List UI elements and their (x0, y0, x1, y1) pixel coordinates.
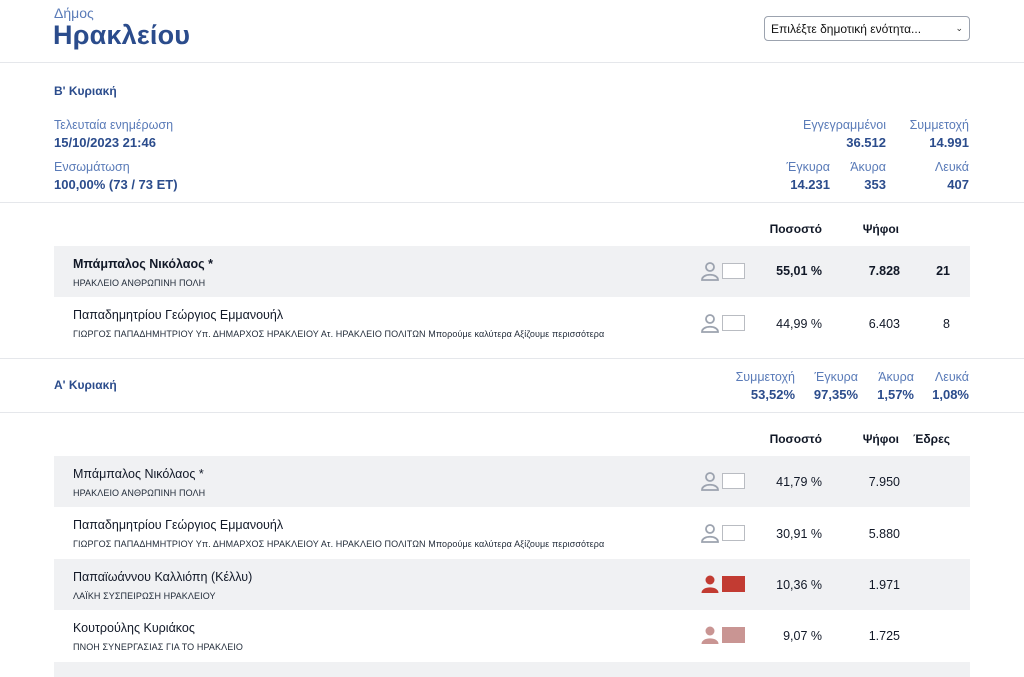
person-icon (701, 314, 719, 333)
r1-blank-value: 1,08% (932, 387, 969, 402)
party-color-swatch (722, 576, 745, 592)
candidate-name: Παπαδημητρίου Γεώργιος Εμμανουήλ (73, 518, 284, 532)
registered-label: Εγγεγραμμένοι (803, 118, 886, 132)
divider (0, 202, 1024, 203)
party-color-swatch (722, 627, 745, 643)
person-icon (701, 575, 719, 593)
table-row[interactable] (54, 662, 970, 677)
person-icon (701, 472, 719, 491)
table-row[interactable]: Μπάμπαλος Νικόλαος * ΗΡΑΚΛΕΙΟ ΑΝΘΡΩΠΙΝΗ … (54, 456, 970, 507)
valid-value: 14.231 (790, 177, 830, 192)
candidate-party: ΗΡΑΚΛΕΙΟ ΑΝΘΡΩΠΙΝΗ ΠΟΛΗ (73, 278, 206, 288)
candidate-party: ΗΡΑΚΛΕΙΟ ΑΝΘΡΩΠΙΝΗ ΠΟΛΗ (73, 488, 206, 498)
person-icon (701, 626, 719, 644)
r1-turnout-label: Συμμετοχή (735, 370, 795, 384)
candidate-percent: 44,99 % (776, 317, 822, 331)
last-update-value: 15/10/2023 21:46 (54, 135, 156, 150)
last-update-label: Τελευταία ενημέρωση (54, 118, 174, 132)
r1-blank-label: Λευκά (934, 370, 969, 384)
column-header-votes: Ψήφοι (862, 432, 899, 446)
table-row[interactable]: Μπάμπαλος Νικόλαος * ΗΡΑΚΛΕΙΟ ΑΝΘΡΩΠΙΝΗ … (54, 246, 970, 297)
municipal-unit-select[interactable]: Επιλέξτε δημοτική ενότητα... ⌄ (764, 16, 970, 41)
r1-turnout-value: 53,52% (750, 387, 795, 402)
column-header-votes: Ψήφοι (862, 222, 899, 236)
party-color-swatch (722, 525, 745, 541)
turnout-value: 14.991 (929, 135, 969, 150)
candidate-votes: 5.880 (868, 527, 900, 541)
column-header-percent: Ποσοστό (769, 432, 822, 446)
candidate-party: ΠΝΟΗ ΣΥΝΕΡΓΑΣΙΑΣ ΓΙΑ ΤΟ ΗΡΑΚΛΕΙΟ (73, 642, 244, 652)
person-icon (701, 262, 719, 281)
r1-invalid-value: 1,57% (877, 387, 914, 402)
candidate-percent: 41,79 % (776, 475, 822, 489)
round1-title: Α' Κυριακή (54, 378, 117, 392)
candidate-percent: 10,36 % (776, 578, 822, 592)
candidate-percent: 30,91 % (776, 527, 822, 541)
turnout-label: Συμμετοχή (909, 118, 969, 132)
column-header-seats: Έδρες (913, 432, 950, 446)
candidate-votes: 1.971 (868, 578, 900, 592)
candidate-name: Παπαϊωάννου Καλλιόπη (Κέλλυ) (73, 570, 253, 584)
candidate-name: Παπαδημητρίου Γεώργιος Εμμανουήλ (73, 308, 284, 322)
candidate-name: Κουτρούλης Κυριάκος (73, 621, 195, 635)
table-row[interactable]: Παπαϊωάννου Καλλιόπη (Κέλλυ) ΛΑΪΚΗ ΣΥΣΠΕ… (54, 559, 970, 610)
candidate-party: ΓΙΩΡΓΟΣ ΠΑΠΑΔΗΜΗΤΡΙΟΥ Υπ. ΔΗΜΑΡΧΟΣ ΗΡΑΚΛ… (73, 539, 605, 549)
divider (0, 62, 1024, 63)
round2-title: Β' Κυριακή (54, 84, 117, 98)
valid-label: Έγκυρα (786, 160, 830, 174)
table-row[interactable]: Παπαδημητρίου Γεώργιος Εμμανουήλ ΓΙΩΡΓΟΣ… (54, 508, 970, 559)
table-row[interactable]: Παπαδημητρίου Γεώργιος Εμμανουήλ ΓΙΩΡΓΟΣ… (54, 298, 970, 349)
candidate-name: Μπάμπαλος Νικόλαος * (73, 257, 213, 271)
candidate-name: Μπάμπαλος Νικόλαος * (73, 467, 204, 481)
page-title: Ηρακλείου (53, 20, 191, 50)
unit-select-placeholder: Επιλέξτε δημοτική ενότητα... (771, 21, 922, 36)
candidate-votes: 1.725 (868, 629, 900, 643)
candidate-votes: 6.403 (868, 317, 900, 331)
divider (0, 358, 1024, 359)
integration-value: 100,00% (73 / 73 ΕΤ) (54, 177, 178, 192)
column-header-percent: Ποσοστό (769, 222, 822, 236)
candidate-seats: 8 (943, 317, 950, 331)
candidate-seats: 21 (936, 264, 950, 278)
invalid-label: Άκυρα (850, 160, 886, 174)
candidate-percent: 9,07 % (783, 629, 822, 643)
divider (0, 412, 1024, 413)
blank-label: Λευκά (934, 160, 969, 174)
r1-valid-label: Έγκυρα (814, 370, 858, 384)
integration-label: Ενσωμάτωση (54, 160, 130, 174)
candidate-votes: 7.828 (868, 264, 900, 278)
candidate-votes: 7.950 (868, 475, 900, 489)
registered-value: 36.512 (846, 135, 886, 150)
party-color-swatch (722, 263, 745, 279)
municipality-label: Δήμος (54, 5, 94, 21)
person-icon (701, 524, 719, 543)
chevron-down-icon: ⌄ (955, 23, 963, 33)
party-color-swatch (722, 473, 745, 489)
party-color-swatch (722, 315, 745, 331)
candidate-party: ΓΙΩΡΓΟΣ ΠΑΠΑΔΗΜΗΤΡΙΟΥ Υπ. ΔΗΜΑΡΧΟΣ ΗΡΑΚΛ… (73, 329, 605, 339)
invalid-value: 353 (864, 177, 886, 192)
r1-valid-value: 97,35% (813, 387, 858, 402)
candidate-party: ΛΑΪΚΗ ΣΥΣΠΕΙΡΩΣΗ ΗΡΑΚΛΕΙΟΥ (73, 591, 216, 601)
candidate-percent: 55,01 % (776, 264, 822, 278)
r1-invalid-label: Άκυρα (878, 370, 914, 384)
blank-value: 407 (947, 177, 969, 192)
table-row[interactable]: Κουτρούλης Κυριάκος ΠΝΟΗ ΣΥΝΕΡΓΑΣΙΑΣ ΓΙΑ… (54, 610, 970, 661)
